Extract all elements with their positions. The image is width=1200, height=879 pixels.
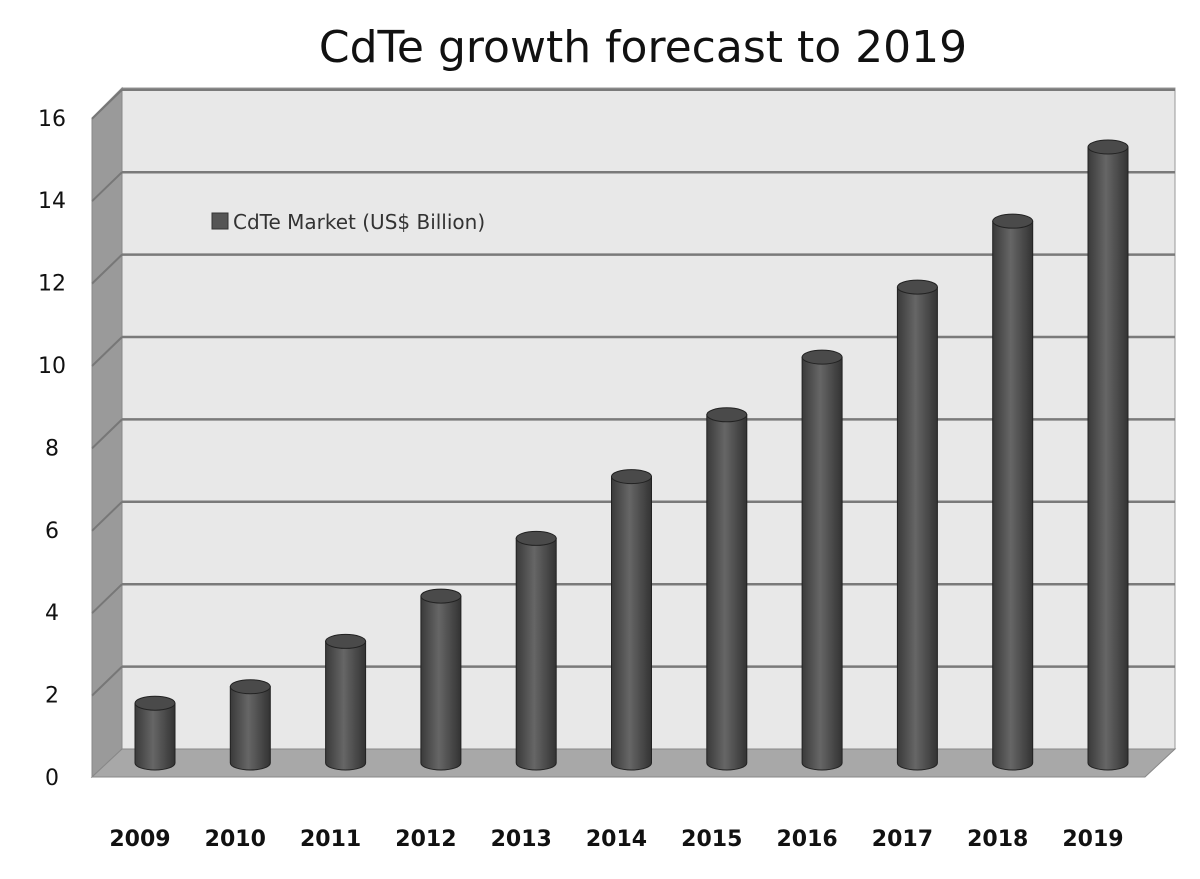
legend-label: CdTe Market (US$ Billion) bbox=[233, 210, 485, 234]
bar-top bbox=[515, 530, 557, 546]
gridline-side bbox=[91, 253, 123, 285]
bar-2019 bbox=[1087, 139, 1129, 771]
bar-2013 bbox=[515, 530, 557, 771]
y-tick-label: 0 bbox=[45, 766, 59, 791]
y-tick-label: 2 bbox=[45, 684, 59, 709]
chart-title: CdTe growth forecast to 2019 bbox=[319, 22, 967, 73]
x-tick-label: 2016 bbox=[776, 827, 837, 852]
x-tick-label: 2017 bbox=[872, 827, 933, 852]
gridline-side bbox=[91, 171, 123, 202]
bar-top bbox=[611, 469, 652, 485]
y-tick-label: 6 bbox=[45, 519, 59, 544]
bar-top bbox=[896, 279, 938, 295]
bar-top bbox=[801, 349, 843, 365]
bar-top bbox=[706, 407, 748, 423]
bar-body bbox=[801, 356, 843, 771]
bar-top bbox=[992, 213, 1034, 229]
x-tick-label: 2012 bbox=[395, 827, 456, 852]
x-tick-label: 2019 bbox=[1062, 827, 1123, 852]
gridline-side bbox=[91, 89, 123, 120]
bar-top bbox=[1087, 139, 1129, 155]
x-tick-label: 2014 bbox=[586, 827, 647, 852]
y-tick-label: 4 bbox=[45, 601, 59, 626]
legend: CdTe Market (US$ Billion) bbox=[211, 210, 485, 234]
bar-2014 bbox=[611, 469, 652, 771]
x-tick-label: 2018 bbox=[967, 827, 1028, 852]
bar-body bbox=[896, 286, 938, 771]
gridline-side bbox=[91, 665, 123, 697]
bar-2017 bbox=[896, 279, 938, 771]
bar-2016 bbox=[801, 349, 843, 771]
bar-2009 bbox=[134, 695, 176, 771]
bar-body bbox=[706, 414, 748, 771]
y-tick-label: 16 bbox=[38, 107, 66, 132]
bar-2010 bbox=[229, 679, 271, 771]
bar-top bbox=[229, 679, 271, 695]
bar-body bbox=[420, 595, 462, 771]
gridline-side bbox=[91, 501, 123, 532]
x-tick-label: 2013 bbox=[491, 827, 552, 852]
bar-body bbox=[515, 537, 557, 771]
side-wall bbox=[91, 86, 123, 779]
bar-body bbox=[325, 640, 367, 771]
bar-top bbox=[325, 633, 367, 649]
x-tick-label: 2009 bbox=[109, 827, 170, 852]
y-tick-label: 8 bbox=[45, 436, 59, 461]
bar-body bbox=[229, 686, 271, 771]
bar-2015 bbox=[706, 407, 748, 771]
x-tick-label: 2015 bbox=[681, 827, 742, 852]
bar-2012 bbox=[420, 588, 462, 771]
x-tick-label: 2010 bbox=[205, 827, 266, 852]
bar-body bbox=[611, 476, 652, 771]
bar-top bbox=[134, 695, 176, 711]
bar-2011 bbox=[325, 633, 367, 771]
bar-top bbox=[420, 588, 462, 604]
bar-2018 bbox=[992, 213, 1034, 771]
gridline-side bbox=[91, 336, 123, 367]
bar-body bbox=[1087, 146, 1129, 771]
gridline-side bbox=[91, 583, 123, 614]
legend-swatch bbox=[211, 212, 229, 230]
bar-body bbox=[134, 702, 176, 771]
y-tick-label: 14 bbox=[38, 189, 66, 214]
y-tick-label: 12 bbox=[38, 272, 66, 297]
y-tick-label: 10 bbox=[38, 354, 66, 379]
bar-body bbox=[992, 220, 1034, 771]
gridline-side bbox=[91, 418, 123, 450]
x-tick-label: 2011 bbox=[300, 827, 361, 852]
